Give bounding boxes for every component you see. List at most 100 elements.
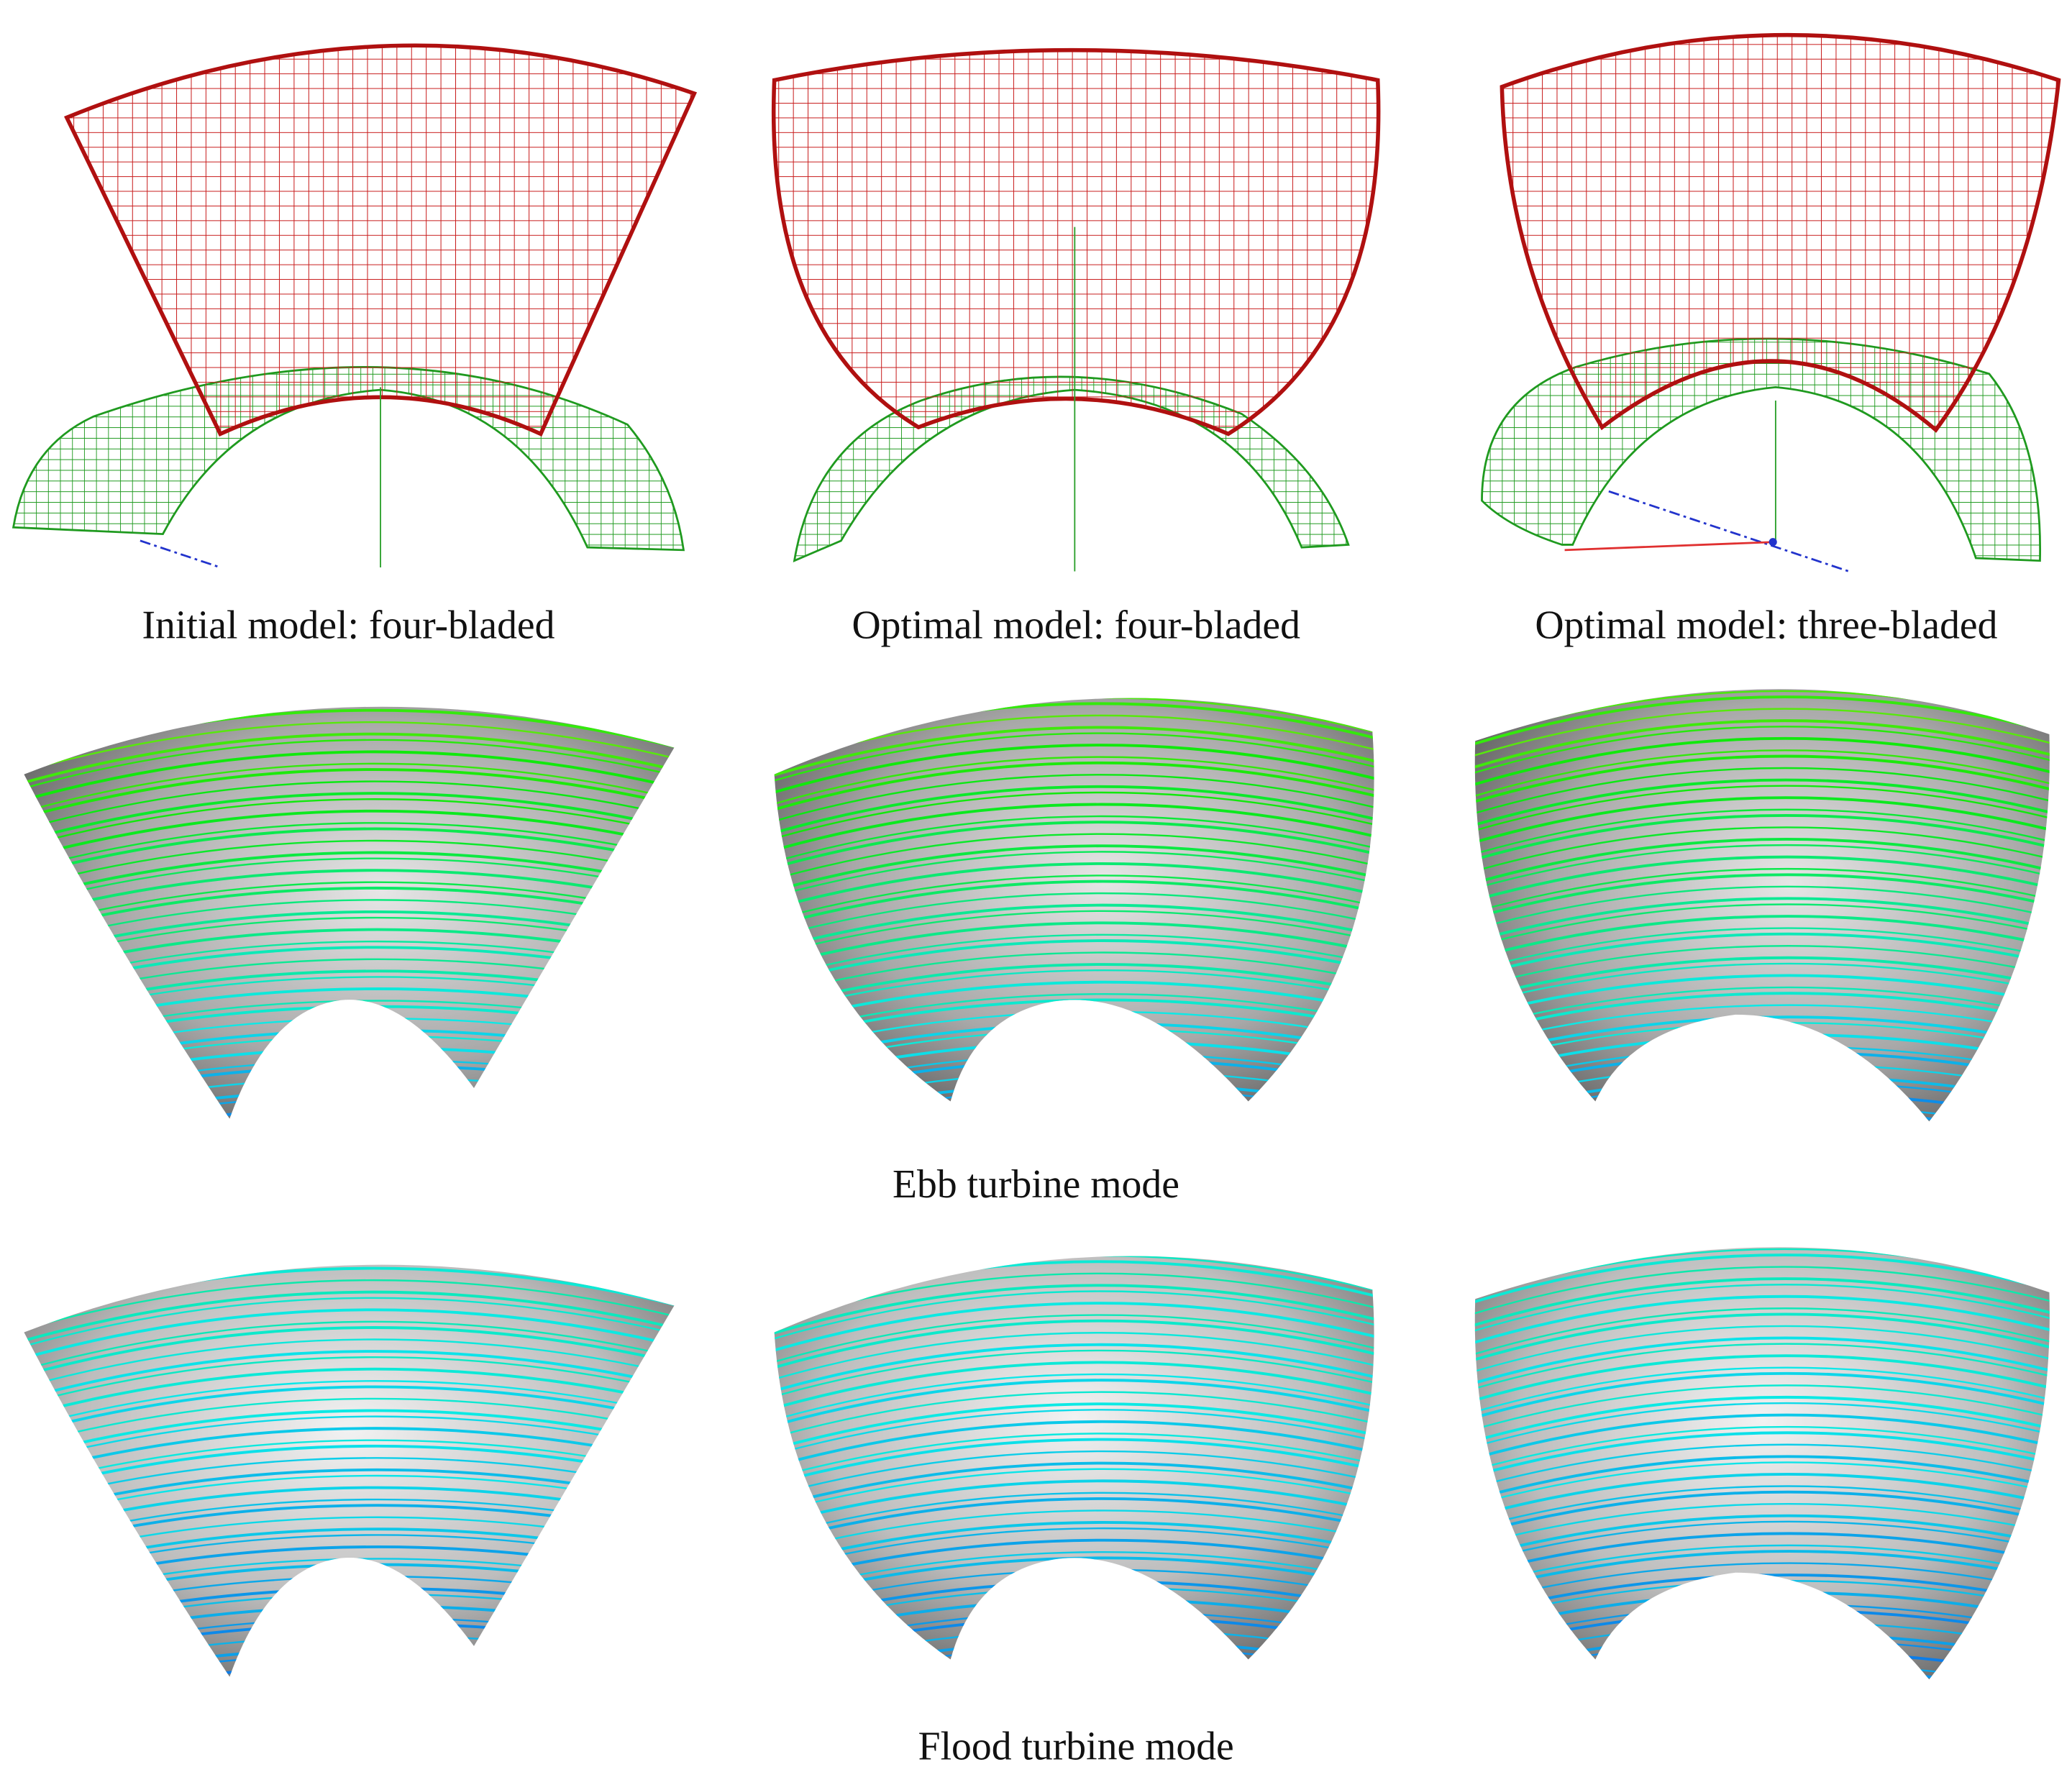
streamline bbox=[24, 1064, 675, 1111]
streamline bbox=[1474, 945, 2050, 993]
streamline bbox=[1474, 1266, 2050, 1320]
streamline bbox=[1474, 1105, 2050, 1122]
streamline bbox=[24, 1356, 675, 1409]
streamline bbox=[774, 833, 1374, 885]
streamline bbox=[24, 750, 675, 805]
streamline bbox=[24, 1088, 675, 1119]
streamline bbox=[1474, 736, 2050, 792]
streamline bbox=[1474, 1402, 2050, 1453]
streamline bbox=[1474, 1621, 2050, 1666]
streamline bbox=[24, 1297, 675, 1351]
streamline bbox=[1474, 1413, 2050, 1466]
blade bbox=[11, 706, 688, 1166]
streamline bbox=[1474, 1431, 2050, 1482]
streamline bbox=[24, 1028, 675, 1077]
streamline bbox=[24, 827, 675, 880]
streamline bbox=[1474, 1074, 2050, 1120]
streamline bbox=[1474, 1366, 2050, 1419]
streamline bbox=[24, 1118, 675, 1119]
streamline bbox=[1474, 1294, 2050, 1350]
streamline bbox=[774, 892, 1374, 942]
streamline bbox=[774, 1040, 1374, 1087]
streamline bbox=[1474, 1473, 2050, 1523]
streamline bbox=[24, 1105, 675, 1119]
streamline bbox=[1474, 1485, 2050, 1534]
streamline bbox=[1474, 1395, 2050, 1448]
streamline bbox=[1474, 1562, 2050, 1609]
streamline bbox=[24, 1350, 675, 1404]
streamline bbox=[774, 1645, 1374, 1660]
streamline bbox=[24, 732, 675, 788]
streamline bbox=[1474, 1520, 2050, 1568]
streamline bbox=[758, 1671, 1395, 1712]
streamline bbox=[1474, 1544, 2050, 1591]
streamline bbox=[1474, 992, 2050, 1040]
streamline bbox=[1474, 1663, 2050, 1680]
streamline bbox=[1474, 1284, 2050, 1338]
streamline bbox=[1474, 767, 2050, 821]
streamline bbox=[1474, 927, 2050, 976]
streamline bbox=[774, 791, 1374, 844]
streamline bbox=[1474, 1632, 2050, 1679]
streamline bbox=[24, 1676, 675, 1677]
streamline bbox=[1474, 785, 2050, 838]
streamline bbox=[774, 880, 1374, 931]
streamline bbox=[774, 821, 1374, 874]
streamline bbox=[24, 1635, 675, 1677]
streamline bbox=[774, 1450, 1374, 1500]
streamline bbox=[774, 1070, 1374, 1102]
streamline bbox=[1474, 813, 2050, 867]
streamline bbox=[24, 1586, 675, 1635]
streamline bbox=[774, 1492, 1374, 1540]
streamline bbox=[1474, 1004, 2050, 1051]
streamline bbox=[774, 1332, 1374, 1385]
streamline bbox=[24, 1663, 675, 1677]
streamline bbox=[1474, 1425, 2050, 1476]
streamline bbox=[24, 822, 675, 874]
streamline bbox=[1474, 1312, 2050, 1367]
streamline bbox=[1474, 695, 2050, 752]
streamline bbox=[11, 1125, 688, 1166]
streamline bbox=[1474, 897, 2050, 948]
streamline bbox=[774, 903, 1374, 954]
streamline bbox=[1474, 956, 2050, 1005]
streamline bbox=[774, 1402, 1374, 1455]
blade bbox=[1474, 1247, 2050, 1680]
streamline bbox=[774, 732, 1374, 787]
streamline bbox=[774, 1052, 1374, 1098]
streamline bbox=[24, 1575, 675, 1622]
streamline bbox=[774, 1521, 1374, 1570]
streamline bbox=[774, 1319, 1374, 1374]
streamline bbox=[774, 1610, 1374, 1656]
streamline bbox=[24, 1617, 675, 1663]
panel-caption: Optimal model: four-bladed bbox=[852, 603, 1300, 647]
streamline bbox=[774, 756, 1374, 810]
streamline bbox=[774, 1361, 1374, 1415]
blade bbox=[1474, 689, 2050, 1122]
streamline bbox=[24, 1415, 675, 1466]
streamline bbox=[1474, 1443, 2050, 1494]
streamline bbox=[1474, 826, 2050, 878]
streamline bbox=[774, 910, 1374, 959]
streamline bbox=[774, 1639, 1374, 1660]
streamline bbox=[24, 1095, 675, 1119]
streamline bbox=[1474, 1668, 2050, 1680]
streamline bbox=[1474, 1081, 2050, 1122]
streamline bbox=[1474, 1650, 2050, 1680]
streamline bbox=[24, 1558, 675, 1605]
streamline bbox=[24, 1427, 675, 1479]
streamline bbox=[24, 1593, 675, 1640]
streamline bbox=[1474, 1604, 2050, 1650]
streamline bbox=[1474, 1343, 2050, 1395]
streamline bbox=[1474, 1325, 2050, 1378]
streamline bbox=[24, 1338, 675, 1392]
streamline bbox=[24, 1380, 675, 1432]
streamline bbox=[1474, 1354, 2050, 1407]
streamline bbox=[1474, 1063, 2050, 1109]
streamline bbox=[1474, 1502, 2050, 1551]
streamline bbox=[24, 1397, 675, 1449]
streamline bbox=[774, 1657, 1374, 1660]
streamline bbox=[1474, 974, 2050, 1023]
streamline bbox=[774, 939, 1374, 989]
